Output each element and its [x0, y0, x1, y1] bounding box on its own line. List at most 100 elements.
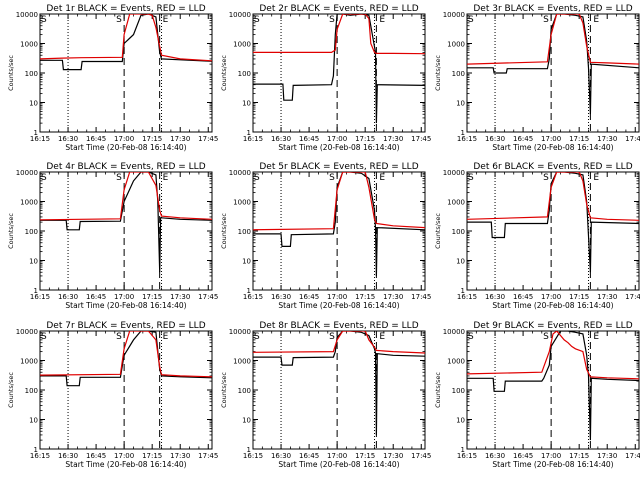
- x-tick-label: 16:30: [485, 135, 505, 143]
- x-tick-label: 16:15: [243, 135, 263, 143]
- x-tick-label: 17:00: [327, 452, 347, 460]
- x-tick-label: 17:15: [355, 452, 375, 460]
- marker-s: S: [329, 173, 335, 183]
- y-tick-label: 10: [29, 417, 38, 425]
- series-group: [253, 172, 425, 276]
- y-tick-label: 10: [242, 258, 251, 266]
- panel-det-1: Det 1r BLACK = Events, RED = LLD 1 10 100 10…: [7, 4, 218, 152]
- panel-title: Det 7r BLACK = Events, RED = LLD: [46, 321, 205, 331]
- x-tick-label: 17:00: [327, 135, 347, 143]
- y-tick-label: 1000: [233, 41, 251, 49]
- y-tick-label: 100: [238, 387, 251, 395]
- lld-series-line: [40, 331, 212, 378]
- lld-series-line: [253, 14, 425, 55]
- x-tick-label: 16:30: [58, 135, 78, 143]
- panel-det-2: Det 2r BLACK = Events, RED = LLD 1 10 100 10…: [220, 4, 431, 152]
- x-tick-label: 17:45: [625, 135, 640, 143]
- x-tick-label: 17:15: [142, 293, 162, 301]
- series-group: [467, 331, 639, 441]
- y-axis-label: Counts/sec: [434, 213, 442, 249]
- x-tick-label: 16:30: [485, 452, 505, 460]
- panel-det-4: Det 4r BLACK = Events, RED = LLD 1 10 100 10…: [7, 162, 218, 310]
- marker-e: E: [163, 332, 169, 342]
- x-axis-label: Start Time (20-Feb-08 16:14:40): [278, 301, 399, 310]
- x-axis-label: Start Time (20-Feb-08 16:14:40): [492, 143, 613, 152]
- marker-s-left: S: [468, 173, 474, 183]
- x-tick-label: 16:45: [86, 135, 106, 143]
- marker-s-left: S: [41, 15, 47, 25]
- plot-frame: [39, 13, 213, 133]
- x-tick-label: 17:45: [625, 293, 640, 301]
- marker-s: S: [116, 332, 122, 342]
- marker-s: S: [329, 332, 335, 342]
- y-tick-label: 1: [461, 446, 465, 454]
- x-tick-label: 17:15: [569, 452, 589, 460]
- series-group: [40, 14, 212, 71]
- y-tick-label: 100: [238, 228, 251, 236]
- y-tick-label: 1000: [20, 199, 38, 207]
- y-tick-label: 10: [29, 100, 38, 108]
- marker-s: S: [543, 332, 549, 342]
- y-tick-label: 10000: [229, 11, 251, 19]
- y-tick-label: 1: [461, 129, 465, 137]
- y-tick-label: 10000: [16, 11, 38, 19]
- plot-frame: [252, 13, 426, 133]
- x-tick-label: 17:30: [383, 452, 403, 460]
- panel-title: Det 9r BLACK = Events, RED = LLD: [473, 321, 632, 331]
- panel-det-8: Det 8r BLACK = Events, RED = LLD 1 10 100 10…: [220, 321, 431, 469]
- y-tick-label: 10: [29, 258, 38, 266]
- y-tick-label: 1: [247, 129, 251, 137]
- plot-frame: [252, 330, 426, 450]
- panel-title: Det 3r BLACK = Events, RED = LLD: [473, 4, 632, 14]
- y-axis-label: Counts/sec: [220, 372, 228, 408]
- events-series-line: [467, 14, 639, 115]
- marker-s: S: [116, 15, 122, 25]
- y-axis-label: Counts/sec: [7, 213, 15, 249]
- x-tick-label: 17:45: [198, 293, 218, 301]
- marker-s-left: S: [41, 332, 47, 342]
- x-axis-label: Start Time (20-Feb-08 16:14:40): [492, 301, 613, 310]
- x-tick-label: 16:15: [457, 135, 477, 143]
- x-tick-label: 17:15: [569, 293, 589, 301]
- y-tick-label: 100: [452, 70, 465, 78]
- x-tick-label: 17:15: [142, 452, 162, 460]
- x-tick-label: 17:15: [142, 135, 162, 143]
- x-tick-label: 17:45: [411, 452, 431, 460]
- y-axis-label: Counts/sec: [220, 213, 228, 249]
- marker-e: E: [593, 15, 599, 25]
- y-tick-label: 100: [452, 228, 465, 236]
- y-tick-label: 10000: [16, 169, 38, 177]
- x-tick-label: 16:45: [299, 293, 319, 301]
- plot-frame: [252, 171, 426, 291]
- x-tick-label: 16:30: [271, 135, 291, 143]
- x-tick-label: 16:15: [243, 452, 263, 460]
- lld-series-line: [467, 14, 639, 65]
- x-tick-label: 17:30: [383, 135, 403, 143]
- x-axis-label: Start Time (20-Feb-08 16:14:40): [65, 143, 186, 152]
- y-tick-label: 1: [461, 287, 465, 295]
- x-tick-label: 17:45: [198, 452, 218, 460]
- x-tick-label: 17:45: [411, 135, 431, 143]
- y-tick-label: 100: [25, 70, 38, 78]
- y-tick-label: 10000: [16, 328, 38, 336]
- x-tick-label: 17:00: [541, 293, 561, 301]
- x-tick-label: 17:30: [597, 293, 617, 301]
- y-tick-label: 10000: [443, 328, 465, 336]
- lld-series-line: [40, 14, 212, 62]
- x-tick-label: 16:30: [271, 293, 291, 301]
- y-tick-label: 1: [247, 287, 251, 295]
- marker-e: E: [163, 173, 169, 183]
- events-series-line: [253, 172, 425, 276]
- x-tick-label: 17:30: [383, 293, 403, 301]
- panel-det-7: Det 7r BLACK = Events, RED = LLD 1 10 100 10…: [7, 321, 218, 469]
- x-axis-label: Start Time (20-Feb-08 16:14:40): [278, 143, 399, 152]
- plot-frame: [466, 330, 640, 450]
- y-tick-label: 10: [242, 100, 251, 108]
- x-tick-label: 17:00: [327, 293, 347, 301]
- series-group: [253, 331, 425, 435]
- x-tick-label: 17:30: [170, 452, 190, 460]
- marker-e: E: [379, 15, 385, 25]
- y-tick-label: 1000: [447, 41, 465, 49]
- plot-frame: [466, 13, 640, 133]
- panel-title: Det 1r BLACK = Events, RED = LLD: [46, 4, 205, 14]
